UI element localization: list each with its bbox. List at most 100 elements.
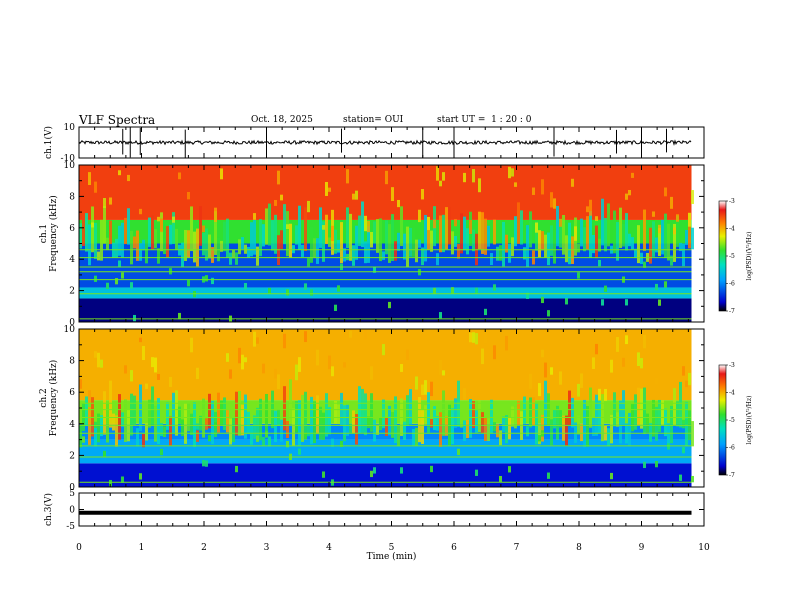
spec1-texture	[451, 231, 454, 255]
spec1-texture	[679, 242, 682, 252]
spec2-texture	[373, 467, 376, 474]
spec1-colorbar-tick-label: -6	[729, 281, 735, 288]
spec2-texture	[364, 329, 367, 340]
spec1-texture	[538, 230, 541, 258]
spec1-texture	[469, 220, 472, 234]
spec2-texture	[133, 395, 136, 426]
spec1-texture	[115, 278, 118, 285]
spec2-texture	[430, 381, 433, 397]
spec2-texture	[493, 422, 496, 432]
spec1-texture	[154, 229, 157, 249]
spec1-texture	[493, 284, 496, 291]
spec2-texture	[352, 410, 355, 434]
spec1-texture	[625, 193, 628, 200]
spec2-texture	[664, 408, 667, 437]
spec1-texture	[103, 198, 106, 208]
spec1-texture	[328, 187, 331, 192]
spec2-texture	[124, 399, 127, 442]
spec2-texture	[304, 433, 307, 440]
spec2-texture	[559, 409, 562, 428]
spec2-texture	[235, 465, 238, 473]
spec1-texture	[133, 236, 136, 249]
spec2-texture	[595, 343, 598, 355]
spec1-texture	[373, 221, 376, 244]
spec2-texture	[94, 351, 97, 358]
spec2-texture	[235, 391, 238, 436]
spec1-texture	[238, 239, 241, 255]
spec2-texture	[343, 362, 346, 368]
spec1-ylabel: Frequency (kHz)	[48, 195, 59, 272]
spec1-texture	[373, 266, 376, 273]
spec1-texture	[256, 246, 259, 266]
spec1-texture	[133, 314, 136, 322]
spec1-texture	[658, 224, 661, 234]
spec1-texture	[325, 214, 328, 245]
spec1-texture	[202, 225, 205, 233]
spec2-texture	[649, 422, 652, 442]
spec1-texture	[565, 235, 568, 263]
spec2-texture	[535, 402, 538, 445]
spec1-texture	[220, 168, 223, 180]
spec2-texture	[442, 370, 445, 376]
spec1-texture	[91, 222, 94, 228]
spec2-texture	[544, 362, 547, 378]
spec2-texture	[121, 412, 124, 427]
spec1-texture	[187, 191, 190, 200]
spec1-texture	[556, 205, 559, 247]
spec1-texture	[511, 168, 514, 177]
spec2-texture	[661, 400, 664, 425]
spec2-texture	[229, 418, 232, 445]
spec1-texture	[157, 248, 160, 264]
spec2-texture	[406, 395, 409, 427]
xtick-label: 9	[639, 543, 645, 553]
spec1-texture	[430, 230, 433, 252]
spec1-texture	[226, 218, 229, 258]
spec1-texture	[268, 203, 271, 246]
spec2-texture	[241, 404, 244, 436]
spec1-texture	[142, 239, 145, 251]
ch1-ytick-label: -10	[61, 154, 76, 164]
spec1-texture	[526, 292, 529, 299]
spec1-texture	[571, 178, 574, 187]
spec2-texture	[580, 373, 583, 388]
spec2-texture	[463, 388, 466, 400]
spec1-texture	[124, 217, 127, 245]
spec1-texture	[619, 207, 622, 248]
spec2-texture	[79, 424, 82, 448]
spec1-texture	[580, 218, 583, 247]
spec1-texture	[649, 227, 652, 264]
spec1-texture	[79, 223, 82, 249]
spec1-texture	[685, 229, 688, 245]
spec2-texture	[427, 392, 430, 426]
spec1-texture	[433, 287, 436, 295]
spec1-texture	[541, 179, 544, 195]
spec1-texture	[157, 216, 160, 222]
spec1-ytick-label: 8	[69, 192, 75, 202]
spec2-texture	[265, 393, 268, 432]
spec2-texture	[160, 423, 163, 437]
spec1-texture	[244, 244, 247, 254]
spec1-texture	[502, 221, 505, 267]
xtick-label: 7	[514, 543, 520, 553]
spec1-texture	[190, 206, 193, 252]
spec2-texture	[175, 390, 178, 436]
spec2-texture	[286, 440, 289, 448]
spec1-texture	[145, 238, 148, 264]
spec1-texture	[94, 181, 97, 193]
spec2-colorbar-tick-label: -3	[729, 362, 735, 369]
ch3-ytick-label: 0	[69, 506, 75, 516]
spec1-texture	[589, 211, 592, 258]
spec1-texture	[631, 172, 634, 178]
spec1-texture	[691, 190, 694, 204]
spec2-texture	[628, 412, 631, 446]
spec2-colorbar-tick-label: -6	[729, 445, 735, 452]
spec1-texture	[268, 287, 271, 295]
spec1-texture	[475, 287, 478, 294]
spec1-texture	[136, 230, 139, 261]
spec1-texture	[508, 166, 511, 179]
spec2-texture	[394, 396, 397, 443]
spec1-texture	[181, 242, 184, 267]
spec2-texture	[652, 399, 655, 437]
spec1-texture	[322, 221, 325, 262]
spec2-texture	[124, 365, 127, 374]
